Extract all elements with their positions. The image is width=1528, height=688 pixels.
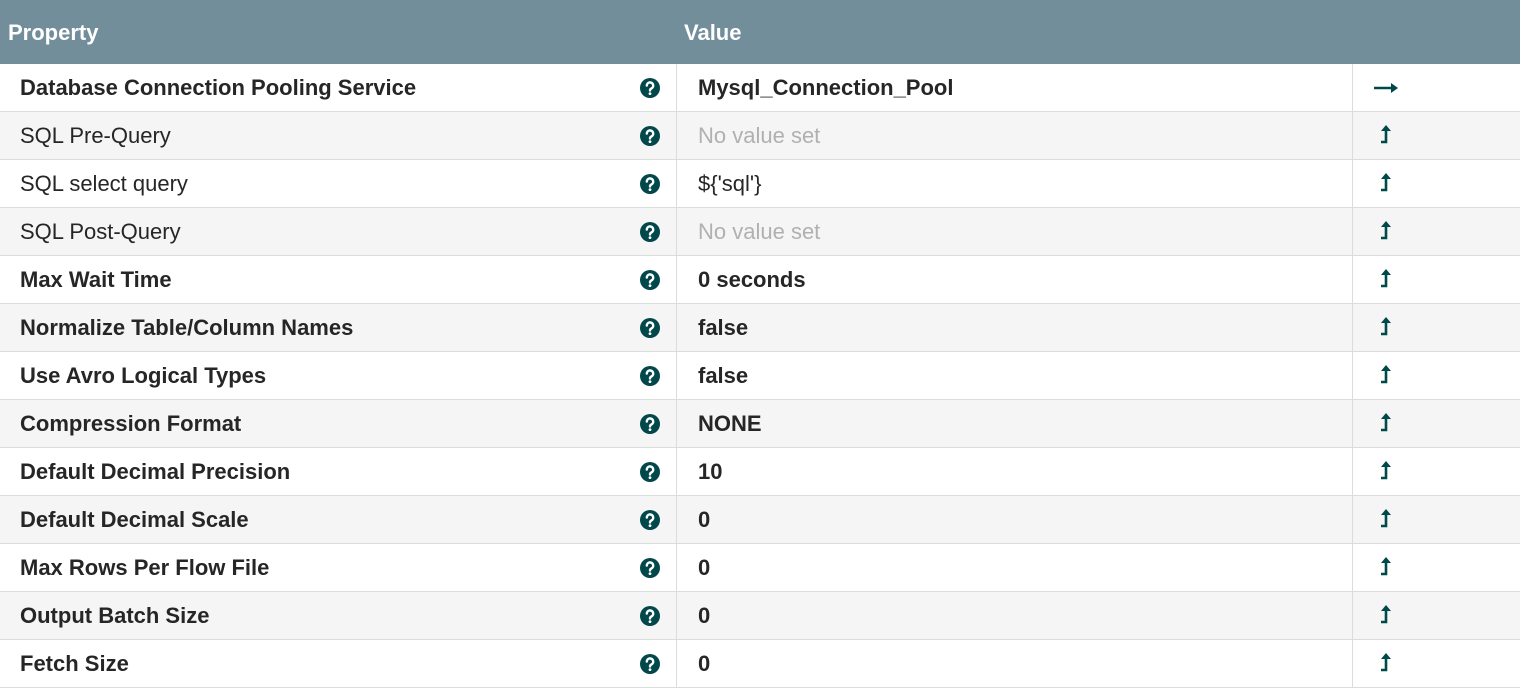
property-name: Use Avro Logical Types xyxy=(20,363,267,388)
column-separator xyxy=(676,352,677,400)
property-row: SQL select query ${'sql'} xyxy=(0,160,1520,208)
convert-to-parameter-icon[interactable] xyxy=(1378,652,1394,674)
property-value[interactable]: NONE xyxy=(698,411,762,436)
property-value[interactable]: false xyxy=(698,363,749,388)
property-value[interactable]: 0 xyxy=(698,507,711,532)
table-header: Property Value xyxy=(0,0,1520,64)
column-separator xyxy=(676,304,677,352)
help-icon[interactable] xyxy=(639,413,661,435)
column-separator xyxy=(676,400,677,448)
property-row: Max Wait Time 0 seconds xyxy=(0,256,1520,304)
column-separator xyxy=(1352,112,1353,160)
property-row: Default Decimal Precision 10 xyxy=(0,448,1520,496)
property-value[interactable]: 0 xyxy=(698,555,711,580)
column-separator xyxy=(676,64,677,112)
column-separator xyxy=(1352,592,1353,640)
property-name: Output Batch Size xyxy=(20,603,210,628)
convert-to-parameter-icon[interactable] xyxy=(1378,460,1394,482)
help-icon[interactable] xyxy=(639,557,661,579)
property-row: Normalize Table/Column Names false xyxy=(0,304,1520,352)
property-row: SQL Pre-Query No value set xyxy=(0,112,1520,160)
column-separator xyxy=(676,256,677,304)
property-value[interactable]: No value set xyxy=(698,123,821,148)
column-separator xyxy=(676,544,677,592)
property-name: Max Wait Time xyxy=(20,267,172,292)
column-separator xyxy=(1352,160,1353,208)
property-row: Output Batch Size 0 xyxy=(0,592,1520,640)
column-separator xyxy=(1352,448,1353,496)
property-name: Max Rows Per Flow File xyxy=(20,555,270,580)
header-property: Property xyxy=(8,20,99,45)
property-value[interactable]: Mysql_Connection_Pool xyxy=(698,75,954,100)
property-row: SQL Post-Query No value set xyxy=(0,208,1520,256)
convert-to-parameter-icon[interactable] xyxy=(1378,556,1394,578)
property-row: Database Connection Pooling Service Mysql… xyxy=(0,64,1520,112)
convert-to-parameter-icon[interactable] xyxy=(1378,316,1394,338)
property-name: SQL Post-Query xyxy=(20,219,181,244)
convert-to-parameter-icon[interactable] xyxy=(1378,220,1394,242)
column-separator xyxy=(1352,496,1353,544)
property-value[interactable]: false xyxy=(698,315,749,340)
column-separator xyxy=(676,208,677,256)
convert-to-parameter-icon[interactable] xyxy=(1378,364,1394,386)
help-icon[interactable] xyxy=(639,605,661,627)
property-value[interactable]: No value set xyxy=(698,219,821,244)
convert-to-parameter-icon[interactable] xyxy=(1378,604,1394,626)
property-name: Default Decimal Scale xyxy=(20,507,249,532)
property-name: Database Connection Pooling Service xyxy=(20,75,417,100)
property-value[interactable]: 0 seconds xyxy=(698,267,806,292)
help-icon[interactable] xyxy=(639,221,661,243)
column-separator xyxy=(676,496,677,544)
help-icon[interactable] xyxy=(639,269,661,291)
help-icon[interactable] xyxy=(639,653,661,675)
convert-to-parameter-icon[interactable] xyxy=(1378,124,1394,146)
column-separator xyxy=(1352,304,1353,352)
property-value[interactable]: 0 xyxy=(698,651,711,676)
property-name: Compression Format xyxy=(20,411,242,436)
property-row: Max Rows Per Flow File 0 xyxy=(0,544,1520,592)
property-row: Compression Format NONE xyxy=(0,400,1520,448)
property-name: Normalize Table/Column Names xyxy=(20,315,354,340)
property-name: Default Decimal Precision xyxy=(20,459,291,484)
help-icon[interactable] xyxy=(639,125,661,147)
column-separator xyxy=(676,592,677,640)
property-row: Use Avro Logical Types false xyxy=(0,352,1520,400)
help-icon[interactable] xyxy=(639,77,661,99)
property-value[interactable]: 10 xyxy=(698,459,723,484)
column-separator xyxy=(676,112,677,160)
help-icon[interactable] xyxy=(639,317,661,339)
go-to-icon[interactable] xyxy=(1373,81,1399,95)
help-icon[interactable] xyxy=(639,461,661,483)
help-icon[interactable] xyxy=(639,365,661,387)
column-separator xyxy=(1352,208,1353,256)
header-value: Value xyxy=(684,20,742,45)
property-row: Fetch Size 0 xyxy=(0,640,1520,688)
column-separator xyxy=(1352,352,1353,400)
column-separator xyxy=(1352,544,1353,592)
convert-to-parameter-icon[interactable] xyxy=(1378,268,1394,290)
property-value[interactable]: 0 xyxy=(698,603,711,628)
column-separator xyxy=(1352,256,1353,304)
property-value[interactable]: ${'sql'} xyxy=(698,171,762,196)
column-separator xyxy=(1352,64,1353,112)
column-separator xyxy=(1352,400,1353,448)
column-separator xyxy=(676,448,677,496)
convert-to-parameter-icon[interactable] xyxy=(1378,172,1394,194)
column-separator xyxy=(1352,640,1353,688)
convert-to-parameter-icon[interactable] xyxy=(1378,508,1394,530)
property-name: Fetch Size xyxy=(20,651,129,676)
column-separator xyxy=(676,160,677,208)
property-name: SQL select query xyxy=(20,171,188,196)
help-icon[interactable] xyxy=(639,173,661,195)
help-icon[interactable] xyxy=(639,509,661,531)
property-name: SQL Pre-Query xyxy=(20,123,171,148)
property-row: Default Decimal Scale 0 xyxy=(0,496,1520,544)
column-separator xyxy=(676,640,677,688)
convert-to-parameter-icon[interactable] xyxy=(1378,412,1394,434)
